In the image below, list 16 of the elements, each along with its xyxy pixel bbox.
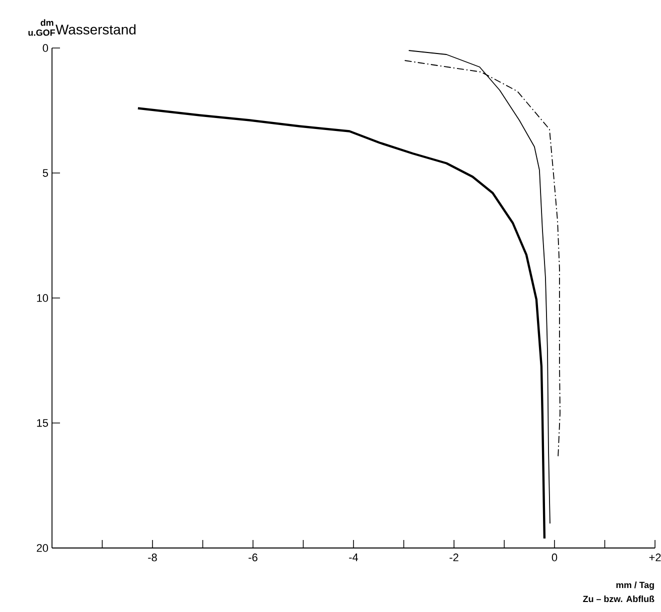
- y-axis-title: dm u.GOF: [28, 19, 55, 36]
- x-axis-title: mm / Tag: [616, 582, 654, 590]
- y-tick-label: 5: [42, 169, 48, 177]
- line-series: [136, 107, 546, 540]
- x-tick-label: 0: [552, 554, 558, 562]
- x-tick-label: -2: [450, 554, 458, 562]
- x-tick-label: +2: [649, 554, 661, 562]
- y-tick-label: 20: [36, 544, 48, 552]
- text: Zu – bzw. Abfluß: [583, 596, 654, 602]
- x-tick-label: -6: [248, 554, 258, 562]
- x-tick-label: -8: [148, 554, 157, 562]
- y-tick-label: 15: [37, 419, 48, 427]
- chart-title: Wasserstand: [56, 24, 136, 34]
- y-tick-label: 10: [37, 294, 48, 302]
- y-tick-label: 0: [42, 44, 48, 52]
- x-tick-label: -4: [349, 554, 358, 562]
